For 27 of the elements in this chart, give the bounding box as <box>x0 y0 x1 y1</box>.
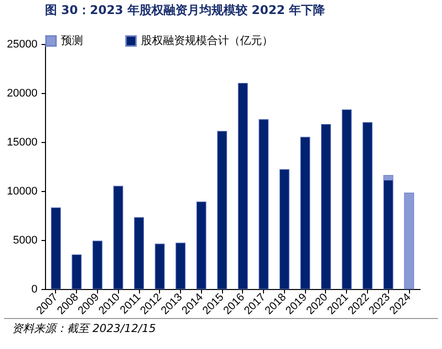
chart-title: 图 30：2023 年股权融资月均规模较 2022 年下降 <box>45 3 326 17</box>
bar <box>176 242 186 290</box>
bar <box>92 240 102 290</box>
bar <box>300 136 310 290</box>
bar <box>279 169 290 290</box>
bar <box>72 254 82 290</box>
bar <box>321 124 331 290</box>
text: 资料来源：截至 2023/12/15 <box>4 318 438 338</box>
bar <box>404 192 414 290</box>
bar <box>196 201 206 290</box>
bar <box>258 119 269 290</box>
bar <box>342 109 352 290</box>
y-tick-label: 25000 <box>6 38 38 50</box>
bar <box>154 244 165 290</box>
bar <box>217 130 228 290</box>
y-tick-label: 5000 <box>13 234 38 246</box>
bar <box>362 122 373 290</box>
bar <box>134 217 144 290</box>
bar <box>238 82 248 290</box>
y-tick-label: 0 <box>31 284 38 296</box>
y-tick-label: 15000 <box>6 136 38 148</box>
bar <box>50 207 61 290</box>
bar <box>113 186 124 290</box>
legend-label: 股权融资规模合计（亿元） <box>141 34 273 47</box>
y-tick-label: 20000 <box>6 88 38 100</box>
y-tick-label: 10000 <box>6 186 38 198</box>
legend-label: 预测 <box>61 34 83 47</box>
